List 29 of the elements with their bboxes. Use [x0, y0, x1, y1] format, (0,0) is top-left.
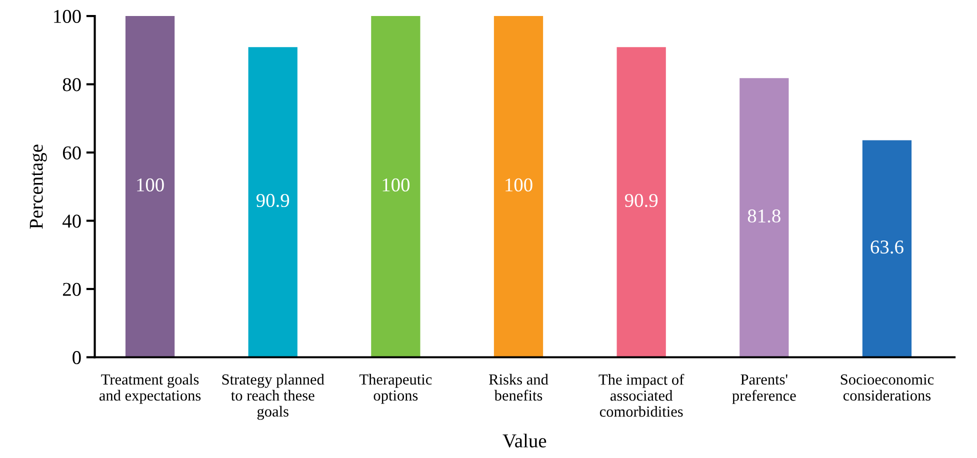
data-label: 100 — [382, 178, 410, 192]
x-tick-label: Treatment goals and expectations — [99, 374, 201, 404]
bar — [494, 16, 544, 358]
x-tick-label: Socioeconomic considerations — [840, 374, 934, 401]
y-tick-label: 40 — [62, 214, 81, 228]
bar — [248, 47, 298, 358]
data-label: 63.6 — [870, 240, 904, 254]
data-label: 90.9 — [256, 194, 290, 208]
x-axis-title: Value — [502, 434, 546, 448]
y-tick-label: 100 — [54, 10, 81, 23]
bar — [862, 140, 912, 358]
x-tick-label: Parents' preference — [732, 374, 796, 404]
x-tick-label: Therapeutic options — [359, 374, 432, 404]
x-tick-label: Strategy planned to reach these goals — [222, 374, 324, 420]
y-tick-label: 0 — [72, 351, 81, 364]
bar — [371, 16, 420, 358]
x-tick-label: Risks and benefits — [489, 374, 548, 401]
bar — [616, 47, 666, 358]
y-tick-label: 20 — [62, 282, 81, 296]
bar — [125, 16, 175, 358]
y-axis-title: Percentage — [30, 144, 47, 229]
data-label: 100 — [137, 178, 164, 192]
data-label: 100 — [506, 178, 532, 192]
bar — [740, 78, 789, 358]
y-tick-label: 80 — [62, 78, 81, 92]
x-tick-label: The impact of associated comorbidities — [598, 374, 684, 417]
data-label: 90.9 — [624, 194, 658, 208]
data-label: 81.8 — [748, 209, 780, 223]
y-tick-label: 60 — [62, 146, 81, 160]
